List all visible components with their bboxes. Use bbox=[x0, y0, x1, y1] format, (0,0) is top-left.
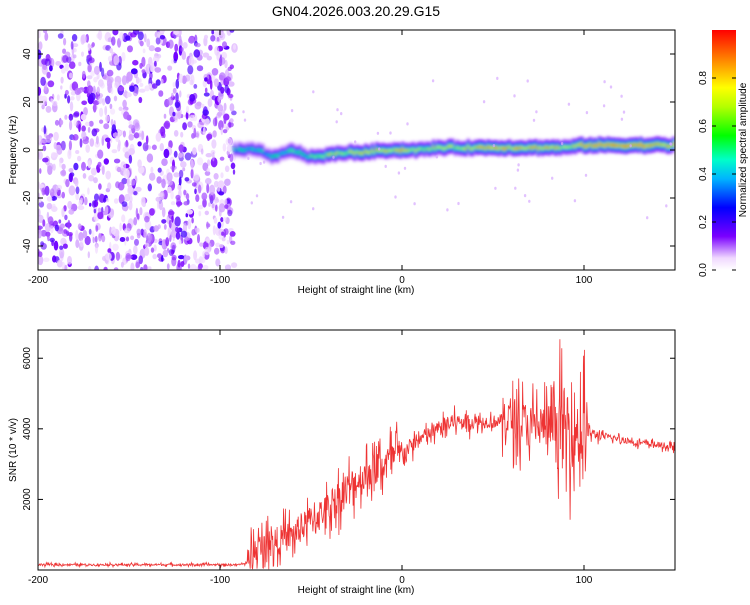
snr-x-label: Height of straight line (km) bbox=[298, 585, 415, 596]
colorbar-tick-label: 0.6 bbox=[698, 119, 709, 133]
heatmap-y-ticks: -40 -20 0 20 40 bbox=[22, 48, 675, 253]
y-tick-label: 0 bbox=[22, 147, 33, 153]
y-tick-label: 40 bbox=[22, 48, 33, 60]
y-tick-label: -20 bbox=[22, 190, 33, 205]
x-tick-label: -100 bbox=[210, 275, 230, 286]
snr-y-ticks: 2000 4000 6000 bbox=[22, 347, 675, 511]
snr-y-label: SNR (10 * v/v) bbox=[8, 418, 19, 482]
colorbar-tick-label: 0.0 bbox=[698, 263, 709, 277]
x-tick-label: -200 bbox=[28, 575, 48, 586]
y-tick-label: 4000 bbox=[22, 417, 33, 440]
colorbar: 0.0 0.2 0.4 0.6 0.8 Normalized spectral ampl… bbox=[698, 30, 749, 277]
heatmap-noise-region bbox=[38, 30, 238, 270]
x-tick-label: -200 bbox=[28, 275, 48, 286]
y-tick-label: 6000 bbox=[22, 347, 33, 370]
x-tick-label: -100 bbox=[210, 575, 230, 586]
colorbar-tick-label: 0.2 bbox=[698, 215, 709, 229]
x-tick-label: 100 bbox=[576, 275, 593, 286]
heatmap-x-label: Height of straight line (km) bbox=[298, 285, 415, 296]
colorbar-gradient bbox=[712, 30, 736, 270]
colorbar-label: Normalized spectral amplitude bbox=[738, 82, 749, 217]
x-tick-label: 0 bbox=[399, 275, 405, 286]
heatmap-ridge bbox=[233, 76, 675, 220]
heatmap-y-label: Frequency (Hz) bbox=[8, 116, 19, 185]
y-tick-label: 2000 bbox=[22, 488, 33, 511]
colorbar-ticks: 0.0 0.2 0.4 0.6 0.8 bbox=[698, 71, 736, 277]
colorbar-tick-label: 0.4 bbox=[698, 167, 709, 181]
x-tick-label: 0 bbox=[399, 575, 405, 586]
snr-plot: -200 -100 0 100 2000 4000 6000 Height of stra… bbox=[8, 329, 676, 596]
snr-series-line bbox=[38, 339, 675, 570]
snr-frame bbox=[37, 329, 676, 571]
y-tick-label: 20 bbox=[22, 96, 33, 108]
heatmap-x-ticks: -200 -100 0 100 bbox=[28, 30, 593, 286]
x-tick-label: 100 bbox=[576, 575, 593, 586]
snr-x-ticks: -200 -100 0 100 bbox=[28, 330, 593, 586]
chart-title: GN04.2026.003.20.29.G15 bbox=[272, 3, 440, 19]
y-tick-label: -40 bbox=[22, 238, 33, 253]
colorbar-tick-label: 0.8 bbox=[698, 71, 709, 85]
